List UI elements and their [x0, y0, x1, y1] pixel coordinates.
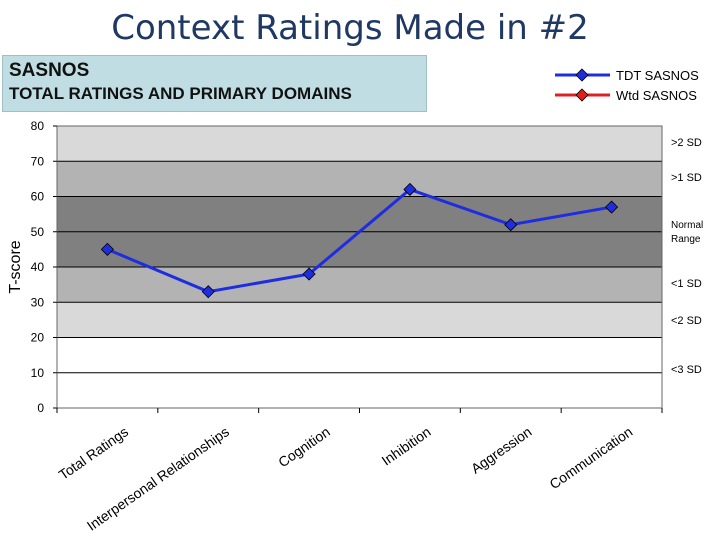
- band-label: <3 SD: [671, 364, 702, 376]
- legend-label-tdt-sasnos: TDT SASNOS: [616, 68, 699, 83]
- x-category-label: Aggression: [468, 423, 535, 476]
- band-0: [57, 126, 662, 162]
- band-label: <1 SD: [671, 278, 702, 290]
- chart-header-title: SASNOS: [9, 60, 90, 81]
- band-label-cont: Range: [671, 234, 701, 245]
- band-label: <2 SD: [671, 315, 702, 327]
- legend-item-wtd-sasnos: [555, 88, 610, 102]
- series-line-0: [106, 187, 612, 294]
- x-category-label: Cognition: [275, 423, 333, 470]
- chart-header-subtitle: TOTAL RATINGS AND PRIMARY DOMAINS: [9, 84, 352, 103]
- legend-swatch-marker-tdt: [575, 68, 589, 82]
- data-point-0-1: [201, 285, 215, 299]
- x-category-label: Communication: [546, 423, 635, 492]
- chart-header-box: SASNOS TOTAL RATINGS AND PRIMARY DOMAINS: [2, 55, 427, 112]
- band-3: [57, 267, 662, 303]
- y-tick-label: 30: [31, 295, 45, 309]
- y-tick-label: 40: [31, 260, 45, 274]
- y-tick-label: 50: [31, 225, 45, 239]
- legend-area: [555, 68, 610, 102]
- band-label: >2 SD: [671, 137, 702, 149]
- data-point-0-5: [605, 200, 619, 214]
- data-point-0-3: [403, 182, 417, 197]
- legend-label-wtd-sasnos: Wtd SASNOS: [616, 88, 697, 103]
- band-4: [57, 302, 662, 338]
- y-tick-label: 0: [37, 401, 44, 415]
- y-tick-label: 70: [31, 154, 45, 168]
- slide-title: Context Ratings Made in #2: [111, 8, 589, 48]
- legend-item-tdt-sasnos: [555, 68, 610, 82]
- data-point-0-2: [302, 267, 316, 281]
- line-chart: 0 10 20 30 40 50 60 70 80 T-score >2 SD >1 SD Normal…: [7, 119, 703, 534]
- x-category-label: Total Ratings: [56, 423, 131, 483]
- y-tick-label: 20: [31, 331, 45, 345]
- y-tick-label: 60: [31, 190, 45, 204]
- band-label: >1 SD: [671, 172, 702, 184]
- legend-swatch-marker-wtd: [575, 88, 589, 102]
- data-point-0-0: [100, 242, 114, 256]
- y-axis-label: T-score: [7, 240, 24, 293]
- band-label: Normal: [671, 220, 703, 231]
- band-1: [57, 161, 662, 197]
- x-category-label: Inhibition: [379, 423, 434, 468]
- y-tick-label: 10: [31, 366, 45, 380]
- data-point-0-4: [504, 218, 518, 232]
- y-tick-label: 80: [31, 119, 45, 133]
